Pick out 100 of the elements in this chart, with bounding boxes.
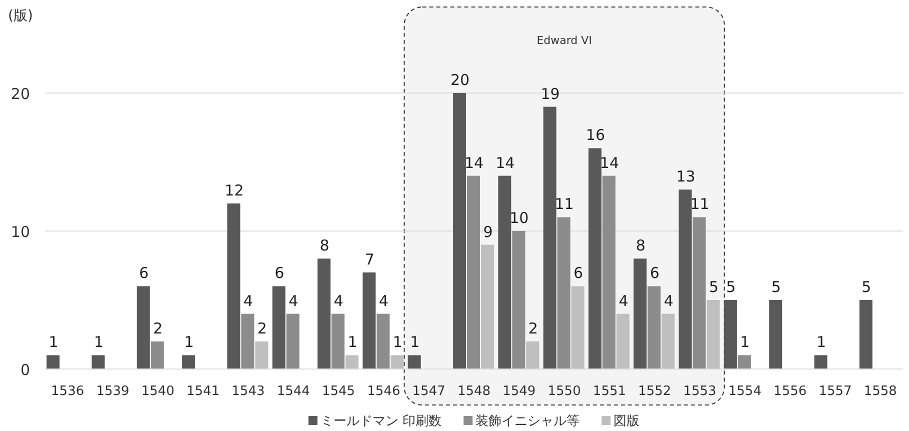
x-tick-label: 1543 <box>232 384 265 399</box>
bar <box>255 341 268 369</box>
data-label: 19 <box>540 84 560 103</box>
bar <box>738 355 751 369</box>
bar <box>318 258 331 369</box>
bar <box>46 355 60 369</box>
x-tick-label: 1536 <box>51 384 84 399</box>
bar <box>346 355 359 369</box>
bar <box>859 300 872 369</box>
band-label: Edward VI <box>536 34 592 47</box>
data-label: 9 <box>483 222 493 241</box>
bar <box>286 314 300 369</box>
data-label: 4 <box>334 292 344 310</box>
data-label: 6 <box>650 264 660 282</box>
bar <box>706 300 720 369</box>
y-tick-label: 10 <box>10 223 30 241</box>
data-label: 14 <box>464 154 484 172</box>
bar <box>602 176 616 369</box>
x-tick-label: 1552 <box>638 384 672 399</box>
data-label: 1 <box>48 333 58 352</box>
bar <box>453 93 466 369</box>
data-label: 7 <box>364 250 374 268</box>
x-tick-label: 1553 <box>683 384 716 399</box>
data-label: 11 <box>690 195 710 214</box>
bar <box>376 314 390 369</box>
data-label: 2 <box>528 319 538 338</box>
data-label: 1 <box>348 333 358 352</box>
bar <box>136 286 150 369</box>
data-label: 2 <box>257 319 267 338</box>
data-label: 1 <box>184 333 194 352</box>
data-label: 6 <box>574 264 584 282</box>
x-tick-label: 1558 <box>864 384 897 399</box>
bar <box>272 286 286 369</box>
bar <box>498 176 512 369</box>
data-label: 5 <box>709 278 719 296</box>
y-tick-label: 0 <box>20 361 30 379</box>
bar <box>588 148 602 369</box>
data-label: 6 <box>139 264 149 282</box>
bar <box>390 355 404 369</box>
bar <box>571 286 584 369</box>
data-label: 6 <box>274 264 284 282</box>
data-label: 8 <box>320 236 330 255</box>
y-tick-label: 20 <box>10 85 30 103</box>
bar <box>182 355 196 369</box>
bar <box>481 244 494 369</box>
bar <box>769 300 782 369</box>
legend-label: ミールドマン 印刷数 <box>320 414 442 429</box>
bar <box>692 217 706 369</box>
x-tick-label: 1548 <box>457 384 491 399</box>
data-label: 4 <box>664 292 674 310</box>
bar <box>616 314 630 369</box>
bar <box>150 341 164 369</box>
bar <box>332 314 345 369</box>
bar <box>92 355 105 369</box>
x-tick-label: 1544 <box>276 384 310 399</box>
x-tick-label: 1556 <box>774 384 807 399</box>
bar <box>227 203 240 369</box>
x-tick-label: 1551 <box>592 384 626 399</box>
data-label: 20 <box>450 71 470 89</box>
data-label: 1 <box>392 333 402 352</box>
bar <box>526 341 540 369</box>
x-tick-label: 1546 <box>367 384 400 399</box>
data-label: 14 <box>600 154 620 172</box>
bar <box>678 190 692 369</box>
x-tick-label: 1545 <box>322 384 356 399</box>
legend-label: 図版 <box>614 414 640 429</box>
bar <box>557 217 570 369</box>
data-label: 5 <box>771 278 781 296</box>
x-tick-label: 1540 <box>141 384 174 399</box>
data-label: 2 <box>153 319 163 338</box>
data-label: 12 <box>224 181 244 200</box>
bar <box>467 176 480 369</box>
data-label: 16 <box>586 126 606 144</box>
x-tick-label: 1550 <box>548 384 581 399</box>
bar <box>648 286 661 369</box>
data-label: 5 <box>862 278 872 296</box>
y-axis-title: (版) <box>8 8 33 24</box>
data-label: 1 <box>94 333 104 352</box>
x-tick-label: 1554 <box>728 384 762 399</box>
bar <box>362 272 376 369</box>
bar <box>241 314 254 369</box>
data-label: 4 <box>288 292 298 310</box>
bar <box>662 314 675 369</box>
bar <box>814 355 828 369</box>
bar <box>512 231 526 369</box>
x-tick-label: 1557 <box>818 384 852 399</box>
data-label: 10 <box>510 209 529 227</box>
bar <box>543 106 556 369</box>
data-label: 13 <box>676 168 696 186</box>
x-tick-label: 1541 <box>186 384 220 399</box>
data-label: 8 <box>636 236 646 255</box>
x-tick-label: 1547 <box>412 384 446 399</box>
data-label: 1 <box>410 333 420 352</box>
data-label: 11 <box>554 195 574 214</box>
data-label: 4 <box>618 292 628 310</box>
bar <box>724 300 737 369</box>
data-label: 4 <box>378 292 388 310</box>
data-label: 4 <box>243 292 253 310</box>
bar <box>634 258 647 369</box>
x-tick-label: 1539 <box>96 384 130 399</box>
